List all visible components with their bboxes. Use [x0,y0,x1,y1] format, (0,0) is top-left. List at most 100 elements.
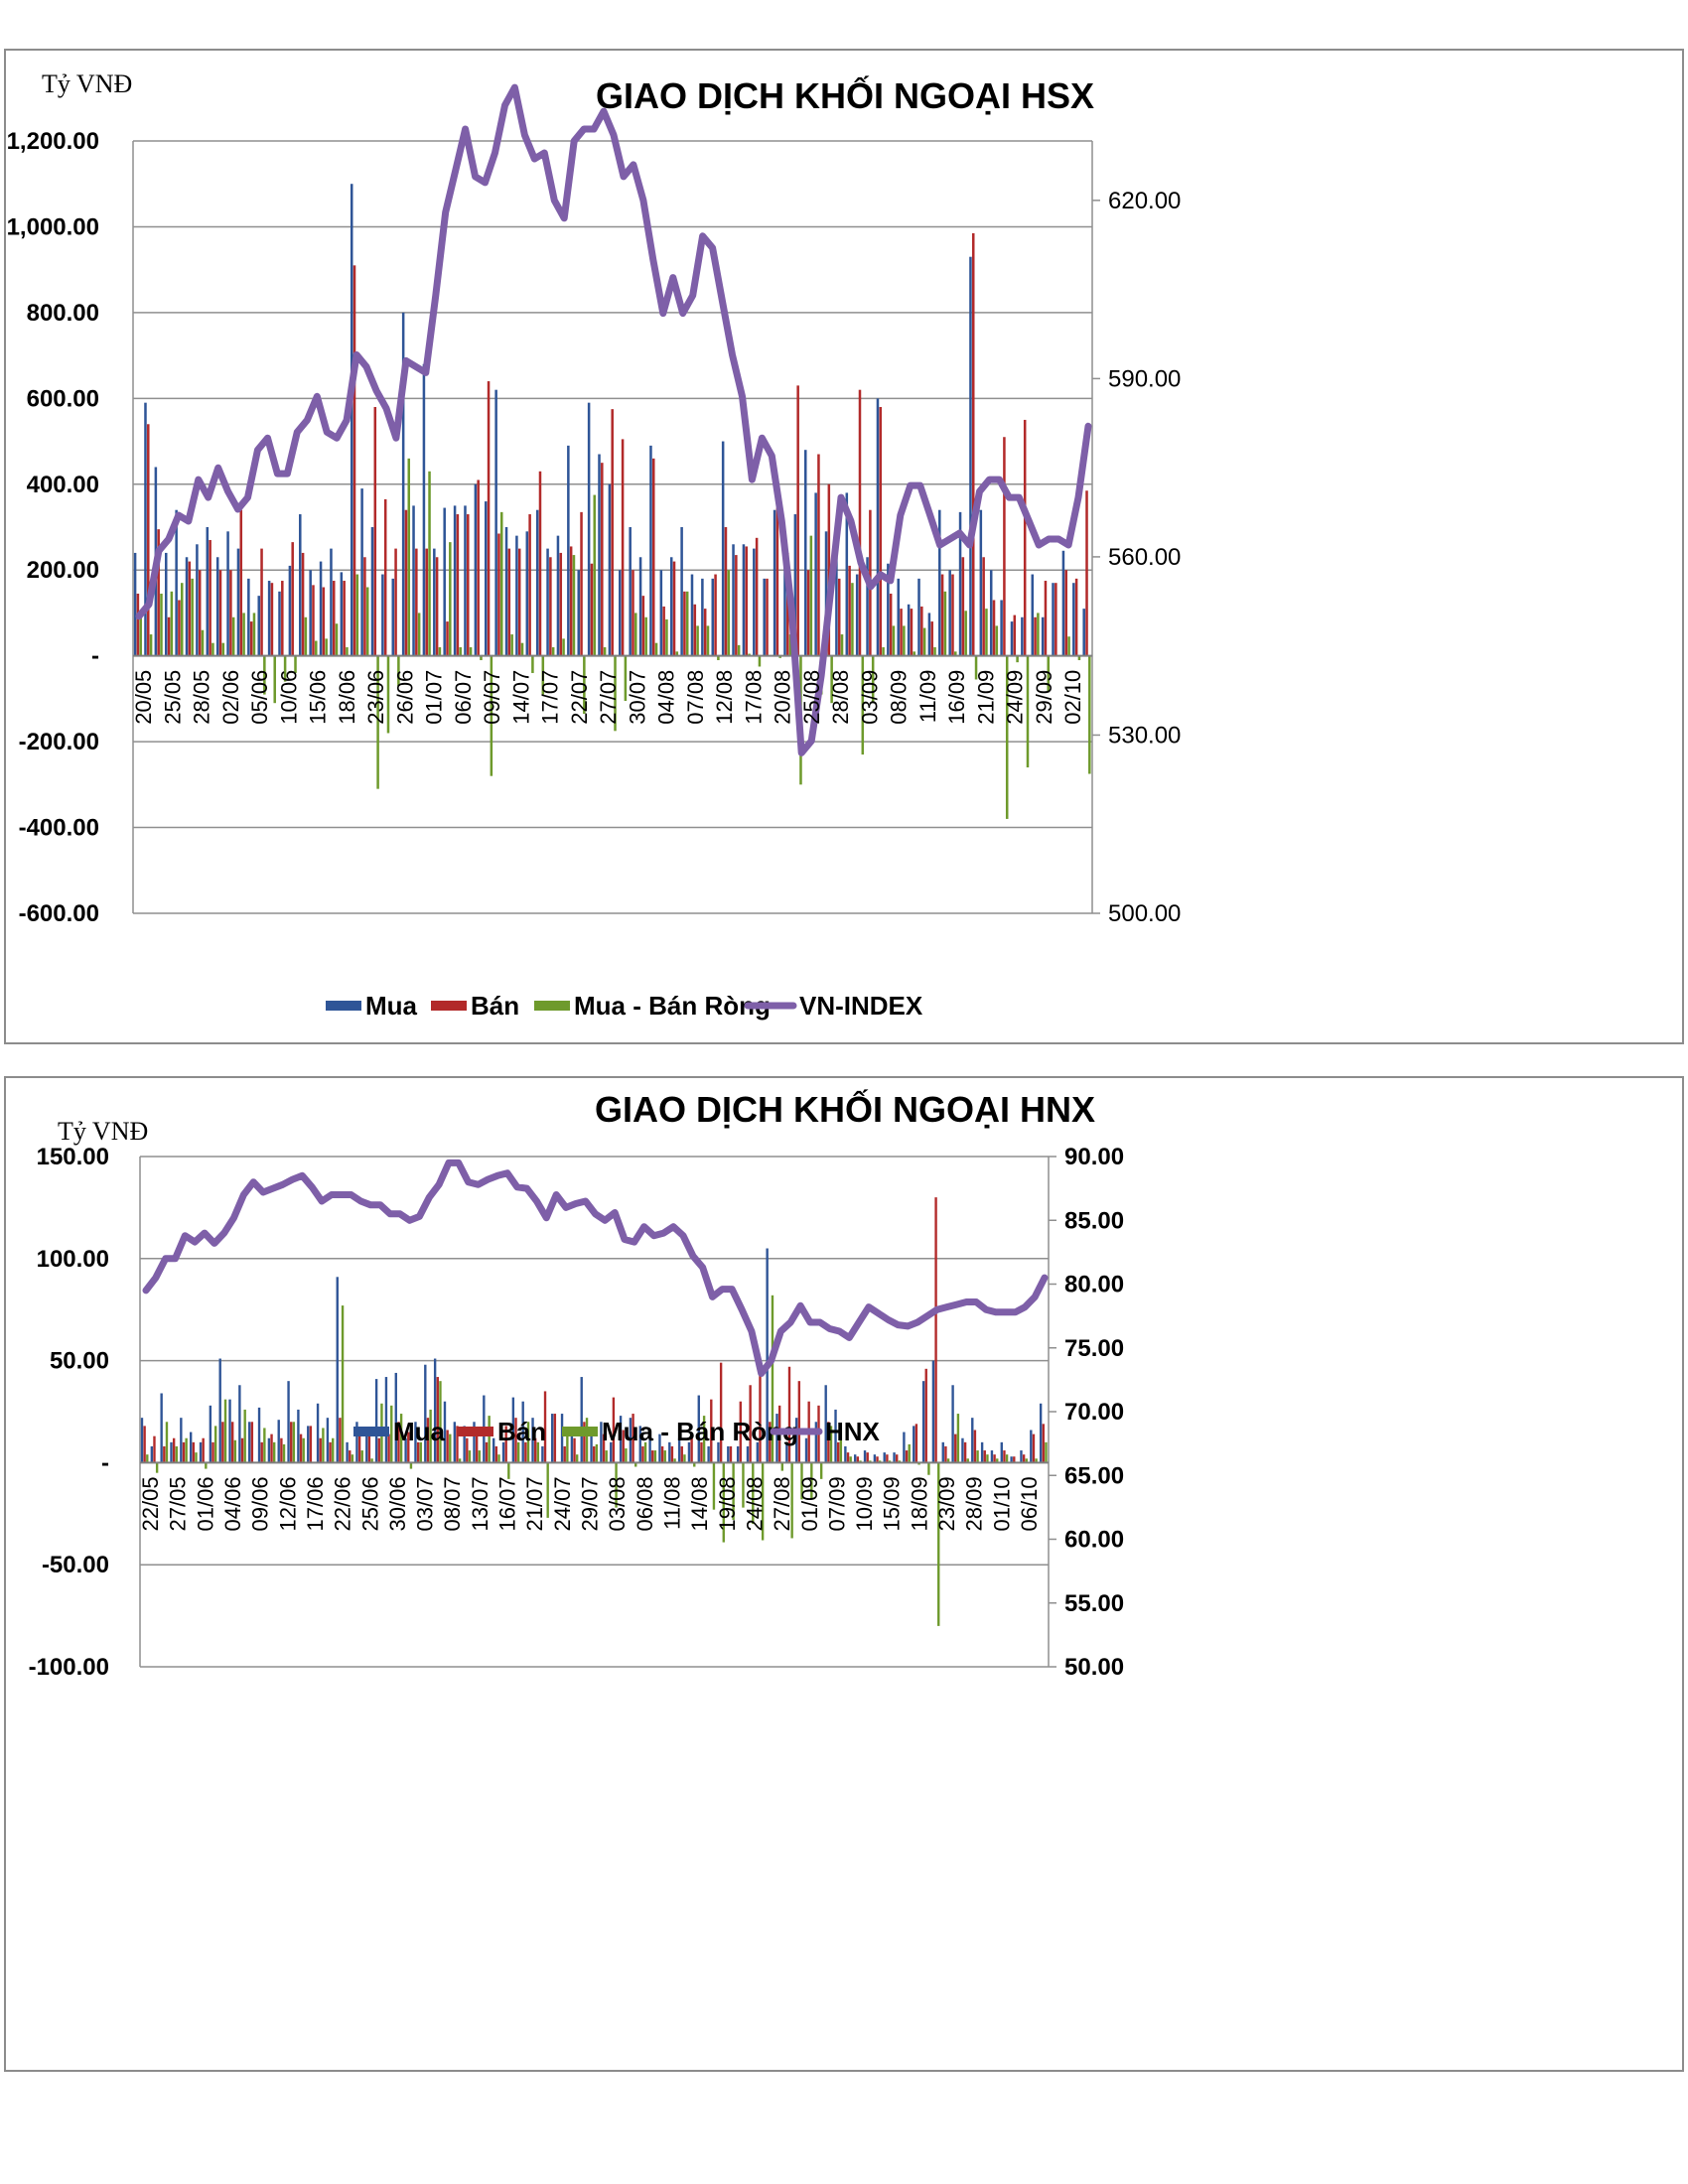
hnx-bar-net [439,1381,442,1463]
hsx-x-tick-label: 10/06 [276,670,301,725]
hsx-bar-buy [401,312,405,656]
hsx-bar-net [717,655,720,660]
hnx-bar-buy [463,1426,466,1463]
hsx-bar-buy [453,505,457,656]
hnx-bar-buy [794,1418,798,1463]
hnx-bar-sell [914,1424,918,1463]
hsx-bar-sell [796,385,799,656]
hsx-bar-net [315,640,318,656]
hnx-bar-net [615,1462,618,1508]
hnx-bar-buy [501,1441,505,1463]
hnx-bar-buy [297,1409,300,1463]
hnx-bar-sell [543,1391,547,1463]
hnx-bar-sell [973,1430,977,1463]
hnx-bar-sell [250,1422,254,1463]
hnx-x-tick-label: 09/06 [248,1476,273,1531]
hsx-bar-sell [467,514,470,656]
hnx-x-tick-label: 18/09 [907,1476,931,1531]
hnx-bar-net [986,1454,989,1463]
hsx-bar-sell [528,514,531,656]
hsx-bar-net [365,587,369,656]
hnx-bar-sell [524,1441,527,1463]
hsx-bar-buy [1000,600,1003,656]
hsx-bar-net [809,535,813,656]
hsx-bar-sell [270,583,274,656]
hsx-bar-sell [343,581,346,656]
hsx-x-tick-label: 20/05 [131,670,156,725]
hsx-x-tick-label: 25/05 [160,670,185,725]
hsx-bar-net [211,642,214,656]
hnx-x-tick-label: 12/06 [275,1476,300,1531]
hnx-bar-sell [739,1401,742,1463]
hnx-bar-net [458,1458,462,1463]
hsx-bar-sell [920,606,923,656]
hsx-bar-sell [383,498,387,656]
hsx-bar-sell [848,565,851,656]
hsx-bar-buy [370,527,374,656]
hsx-bar-sell [404,509,408,656]
hnx-x-tick-label: 30/06 [385,1476,410,1531]
hsx-bar-net [231,616,235,656]
hsx-bar-sell [817,454,820,656]
hnx-bar-net [546,1462,549,1518]
hsx-bar-sell [167,616,171,656]
hsx-x-tick-label: 29/09 [1032,670,1056,725]
hsx-bar-net [325,638,328,656]
hnx-bar-sell [504,1426,507,1463]
hnx-right-tick-label: 85.00 [1064,1207,1124,1234]
hsx-bar-buy [309,570,312,656]
hsx-right-tick-label: 500.00 [1108,900,1181,927]
hnx-bar-buy [873,1454,877,1463]
hsx-bar-net [180,583,184,656]
hnx-bar-buy [336,1277,339,1463]
hnx-bar-net [468,1450,472,1463]
hnx-bar-net [155,1462,159,1473]
hsx-bar-buy [1072,583,1075,656]
hnx-bar-buy [814,1422,818,1463]
hsx-bar-net [294,655,297,673]
hsx-bar-sell [930,621,933,656]
hnx-bar-net [605,1450,608,1463]
hnx-x-tick-label: 16/07 [495,1476,520,1531]
hnx-bar-net [273,1441,276,1463]
hnx-bar-buy [766,1248,769,1463]
hnx-bar-sell [1013,1456,1016,1463]
hnx-bar-sell [309,1426,313,1463]
hsx-bar-buy [391,578,395,656]
hsx-bar-buy [659,570,663,656]
hnx-bar-buy [893,1452,896,1463]
hsx-bar-sell [590,563,594,656]
hnx-bar-sell [143,1426,146,1463]
hnx-bar-sell [983,1450,986,1463]
hnx-bar-buy [697,1395,700,1463]
hnx-bar-net [819,1462,823,1479]
hsx-left-tick-label: 1,200.00 [7,128,99,155]
hnx-bar-net [526,1422,530,1463]
hsx-bar-sell [229,570,232,656]
hnx-bar-sell [602,1433,606,1463]
hnx-bar-buy [424,1364,427,1463]
hnx-x-tick-label: 27/08 [770,1476,794,1531]
hsx-bar-net [964,611,967,656]
hsx-bar-net [139,614,142,656]
hsx-bar-net [685,591,689,656]
hsx-bar-sell [714,574,717,656]
hnx-bar-sell [436,1377,439,1463]
hsx-bar-net [242,613,245,656]
hnx-bar-net [322,1428,325,1463]
hsx-bar-sell [580,511,583,656]
hsx-legend-net-swatch [534,1001,570,1011]
hnx-bar-sell [896,1454,899,1463]
hsx-bar-buy [803,450,807,656]
hnx-bar-buy [668,1441,671,1463]
hnx-bar-net [810,1462,813,1500]
hnx-bar-buy [687,1441,691,1463]
hnx-x-tick-label: 23/09 [934,1476,959,1531]
hsx-bar-sell [735,555,738,656]
hsx-x-tick-label: 06/07 [451,670,476,725]
hnx-x-tick-label: 11/08 [660,1476,685,1529]
hsx-bar-net [263,655,266,695]
hsx-bar-net [355,574,359,656]
hnx-bar-buy [570,1430,574,1463]
hsx-bar-buy [773,509,776,656]
